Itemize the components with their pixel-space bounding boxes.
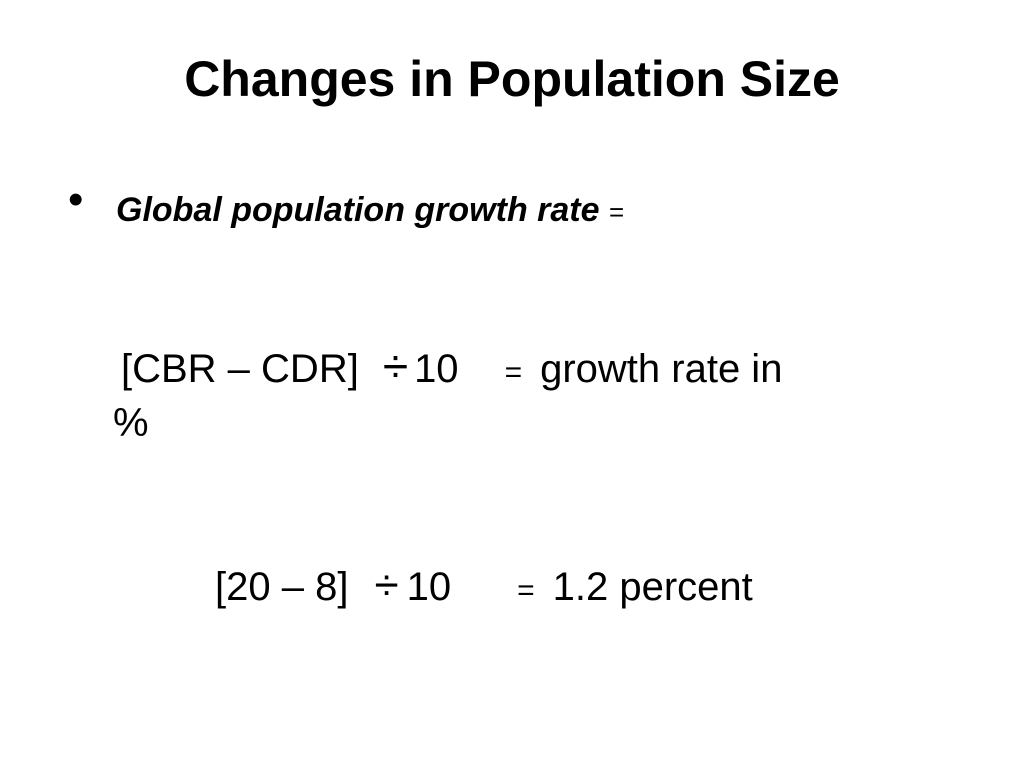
- general-formula-lhs: [CBR – CDR]: [121, 347, 359, 391]
- example-formula: [20 – 8] ÷ 10 = 1.2 percent: [215, 561, 753, 616]
- general-divisor: 10: [414, 347, 459, 391]
- general-result: growth rate in: [540, 347, 783, 391]
- example-formula-lhs: [20 – 8]: [215, 565, 349, 609]
- general-formula: [CBR – CDR] ÷ 10 = growth rate in: [121, 341, 782, 398]
- example-divisor: 10: [406, 565, 452, 609]
- bullet-term: Global population growth rate: [116, 191, 600, 229]
- bullet-text: Global population growth rate =: [116, 186, 624, 236]
- example-result: 1.2 percent: [552, 565, 753, 609]
- general-result-continuation: %: [113, 401, 149, 445]
- bullet-equals-sign: =: [609, 197, 625, 227]
- bullet-point: •: [68, 175, 84, 224]
- general-equals-sign: =: [504, 356, 523, 389]
- general-divide-sign: ÷: [382, 340, 409, 392]
- example-divide-sign: ÷: [374, 561, 399, 610]
- slide-title: Changes in Population Size: [184, 51, 840, 107]
- example-equals-sign: =: [517, 574, 535, 607]
